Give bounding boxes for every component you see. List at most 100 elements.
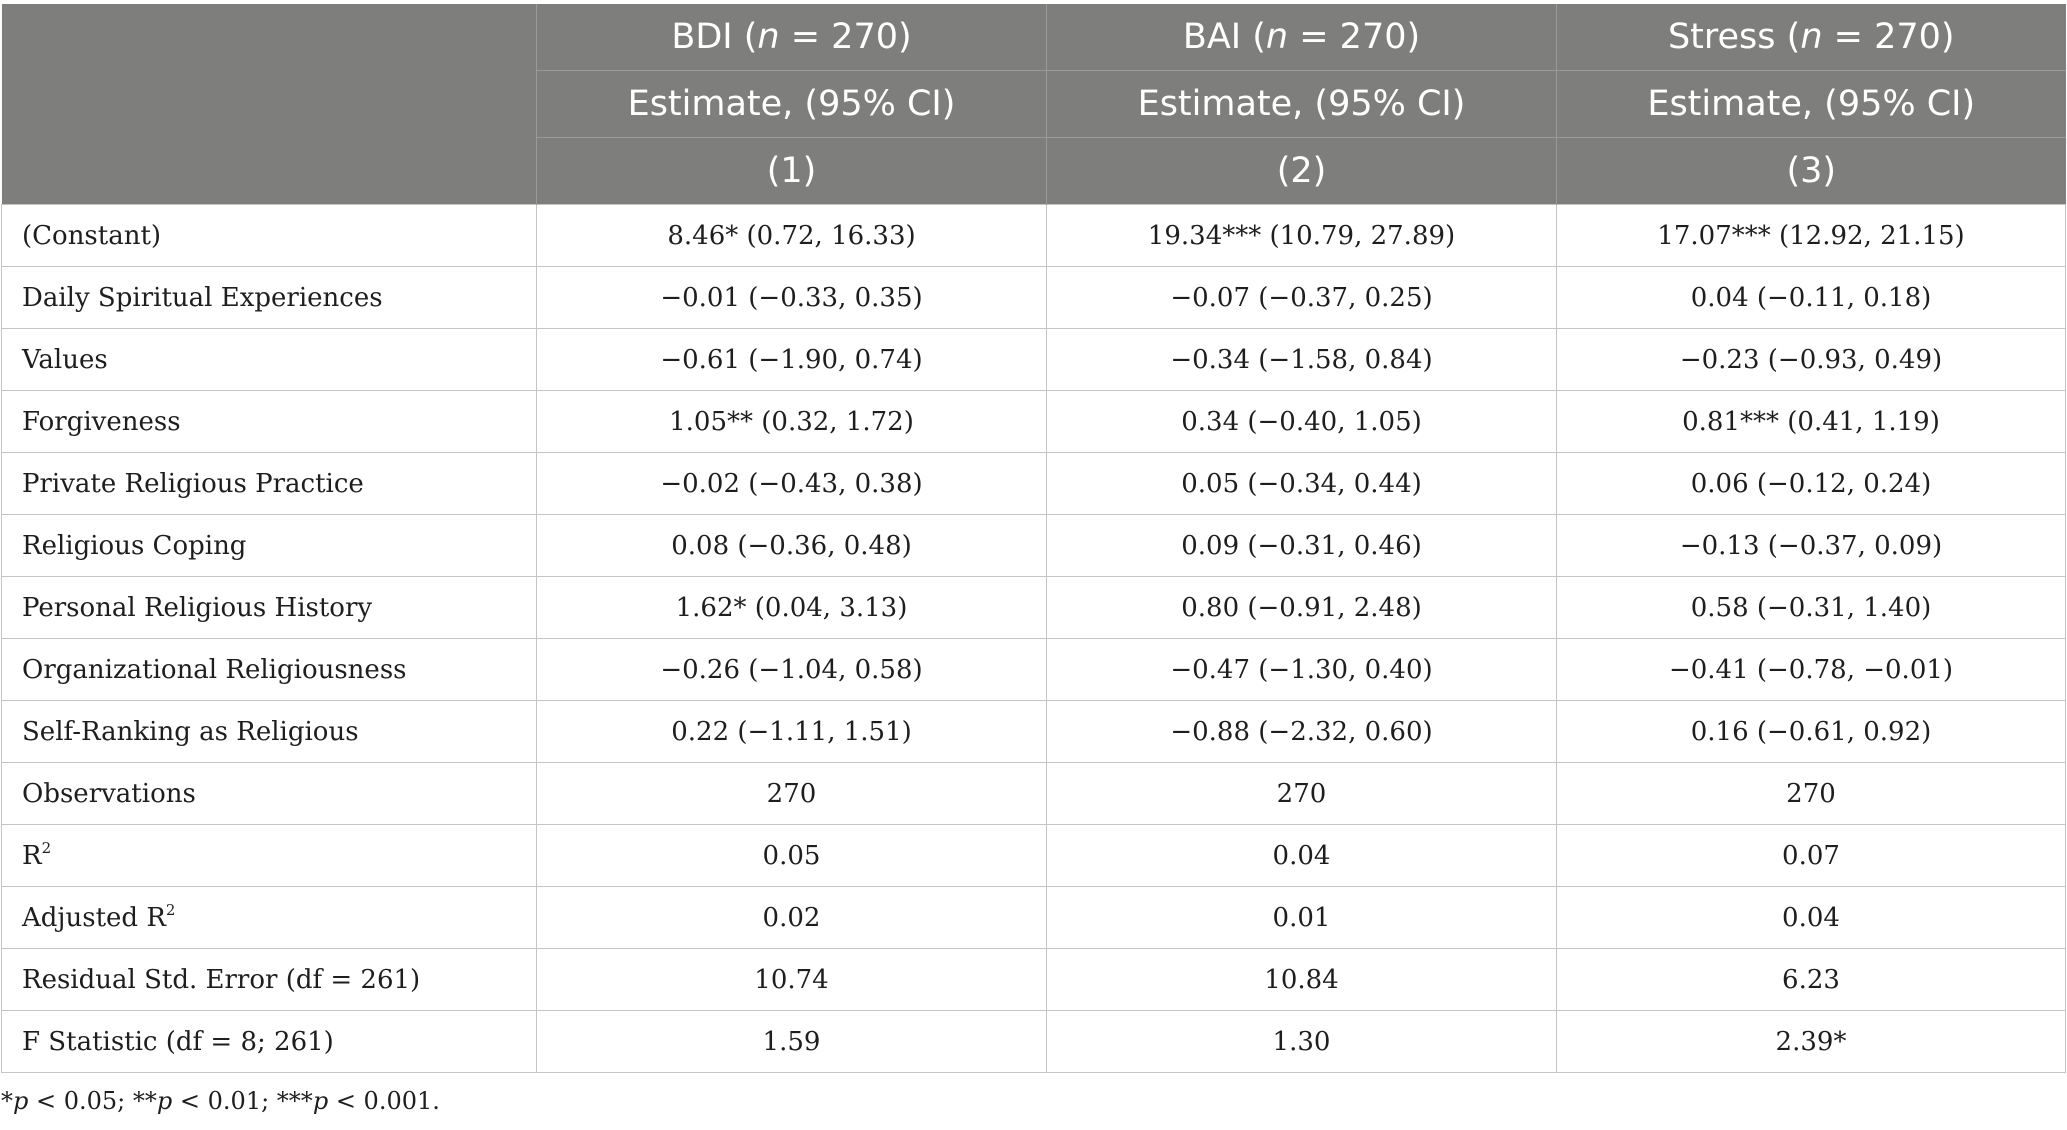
value-cell: 270 [536,762,1047,825]
value-cell: 2.39* [1556,1010,2066,1073]
footnote-italic-symbol: p [13,1087,29,1115]
value-cell: −0.47 (−1.30, 0.40) [1046,638,1557,701]
value-cell: −0.41 (−0.78, −0.01) [1556,638,2066,701]
table-row: Personal Religious History 1.62* (0.04, 3… [1,576,2066,639]
row-label: Observations [22,778,196,809]
row-label: F Statistic (df = 8; 261) [22,1026,334,1057]
row-label: Daily Spiritual Experiences [22,282,383,313]
significance-footnote: *p < 0.05; **p < 0.01; ***p < 0.001. [1,1087,440,1115]
row-label-cell: Self-Ranking as Religious [1,700,537,763]
row-label: Values [22,344,108,375]
row-label: Religious Coping [22,530,247,561]
header-corner [1,4,537,205]
row-label-cell: Values [1,328,537,391]
value-cell: −0.34 (−1.58, 0.84) [1046,328,1557,391]
value-cell: −0.01 (−0.33, 0.35) [536,266,1047,329]
table-row: Observations 270 270 270 [1,762,2066,825]
value-cell: 0.05 [536,824,1047,887]
header-estimate-bdi: Estimate, (95% CI) [536,70,1047,138]
table-row: Self-Ranking as Religious 0.22 (−1.11, 1.… [1,700,2066,763]
header-outcome-bai: BAI (n = 270) [1046,4,1557,71]
header-row-outcomes: BDI (n = 270) BAI (n = 270) Stress (n = … [1,4,2066,205]
table-row: Private Religious Practice −0.02 (−0.43, … [1,452,2066,515]
footnote-text: < 0.001. [328,1087,440,1115]
header-outcome-bdi: BDI (n = 270) [536,4,1047,71]
table-row: Daily Spiritual Experiences −0.01 (−0.33,… [1,266,2066,329]
value-cell: 1.62* (0.04, 3.13) [536,576,1047,639]
table-row: (Constant) 8.46* (0.72, 16.33) 19.34*** (1… [1,204,2066,267]
row-label-cell: Religious Coping [1,514,537,577]
value-cell: 0.04 (−0.11, 0.18) [1556,266,2066,329]
header-row-estimate: Estimate, (95% CI) Estimate, (95% CI) Es… [2,70,2066,138]
row-label: Private Religious Practice [22,468,364,499]
row-label-superscript: 2 [41,838,52,857]
table-row: Values −0.61 (−1.90, 0.74) −0.34 (−1.58, 0… [1,328,2066,391]
value-cell: 6.23 [1556,948,2066,1011]
footnote-italic-symbol: p [156,1087,173,1115]
regression-table-container: BDI (n = 270) BAI (n = 270) Stress (n = … [1,4,2066,1073]
row-label: (Constant) [22,220,162,251]
header-estimate-stress: Estimate, (95% CI) [1556,70,2066,138]
row-label: Organizational Religiousness [22,654,407,685]
value-cell: 0.80 (−0.91, 2.48) [1046,576,1557,639]
value-cell: 0.08 (−0.36, 0.48) [536,514,1047,577]
table-row: Organizational Religiousness −0.26 (−1.04… [1,638,2066,701]
table-row: Adjusted R2 0.02 0.01 0.04 [1,886,2066,949]
value-cell: 1.05** (0.32, 1.72) [536,390,1047,453]
value-cell: 1.59 [536,1010,1047,1073]
row-label-cell: Observations [1,762,537,825]
value-cell: 0.01 [1046,886,1557,949]
row-label-cell: Forgiveness [1,390,537,453]
value-cell: 0.04 [1046,824,1557,887]
footnote-text: * [1,1087,13,1115]
value-cell: 0.07 [1556,824,2066,887]
value-cell: 0.34 (−0.40, 1.05) [1046,390,1557,453]
table-row: R2 0.05 0.04 0.07 [1,824,2066,887]
row-label-cell: Residual Std. Error (df = 261) [1,948,537,1011]
header-model-2: (2) [1046,137,1557,205]
footnote-text: < 0.01; *** [172,1087,313,1115]
row-label-cell: Personal Religious History [1,576,537,639]
regression-table: BDI (n = 270) BAI (n = 270) Stress (n = … [1,4,2066,1073]
row-label-cell: (Constant) [1,204,537,267]
header-outcome-stress: Stress (n = 270) [1556,4,2066,71]
table-row: Residual Std. Error (df = 261) 10.74 10.84… [1,948,2066,1011]
footnote-text: < 0.05; ** [28,1087,157,1115]
value-cell: −0.23 (−0.93, 0.49) [1556,328,2066,391]
value-cell: −0.26 (−1.04, 0.58) [536,638,1047,701]
header-row-model: (1) (2) (3) [2,137,2066,205]
header-model-3: (3) [1556,137,2066,205]
value-cell: 17.07*** (12.92, 21.15) [1556,204,2066,267]
table-row: Forgiveness 1.05** (0.32, 1.72) 0.34 (−0.4… [1,390,2066,453]
row-label-cell: R2 [1,824,537,887]
row-label-cell: F Statistic (df = 8; 261) [1,1010,537,1073]
footnote-italic-symbol: p [312,1087,329,1115]
value-cell: 0.05 (−0.34, 0.44) [1046,452,1557,515]
row-label: Forgiveness [22,406,181,437]
value-cell: −0.61 (−1.90, 0.74) [536,328,1047,391]
row-label-cell: Adjusted R2 [1,886,537,949]
value-cell: 0.58 (−0.31, 1.40) [1556,576,2066,639]
value-cell: −0.88 (−2.32, 0.60) [1046,700,1557,763]
table-row: F Statistic (df = 8; 261) 1.59 1.30 2.39* [1,1010,2066,1073]
value-cell: 0.09 (−0.31, 0.46) [1046,514,1557,577]
row-label: Residual Std. Error (df = 261) [22,964,421,995]
value-cell: 10.74 [536,948,1047,1011]
row-label-cell: Private Religious Practice [1,452,537,515]
row-label-cell: Organizational Religiousness [1,638,537,701]
row-label-superscript: 2 [165,900,176,919]
value-cell: 0.81*** (0.41, 1.19) [1556,390,2066,453]
table-body: (Constant) 8.46* (0.72, 16.33) 19.34*** (1… [1,204,2066,1073]
value-cell: 8.46* (0.72, 16.33) [536,204,1047,267]
value-cell: −0.13 (−0.37, 0.09) [1556,514,2066,577]
row-label: Self-Ranking as Religious [22,716,359,747]
value-cell: −0.02 (−0.43, 0.38) [536,452,1047,515]
value-cell: 1.30 [1046,1010,1557,1073]
row-label-cell: Daily Spiritual Experiences [1,266,537,329]
value-cell: 270 [1046,762,1557,825]
row-label: R [22,840,42,871]
value-cell: 0.02 [536,886,1047,949]
value-cell: 19.34*** (10.79, 27.89) [1046,204,1557,267]
value-cell: 0.04 [1556,886,2066,949]
value-cell: 0.06 (−0.12, 0.24) [1556,452,2066,515]
